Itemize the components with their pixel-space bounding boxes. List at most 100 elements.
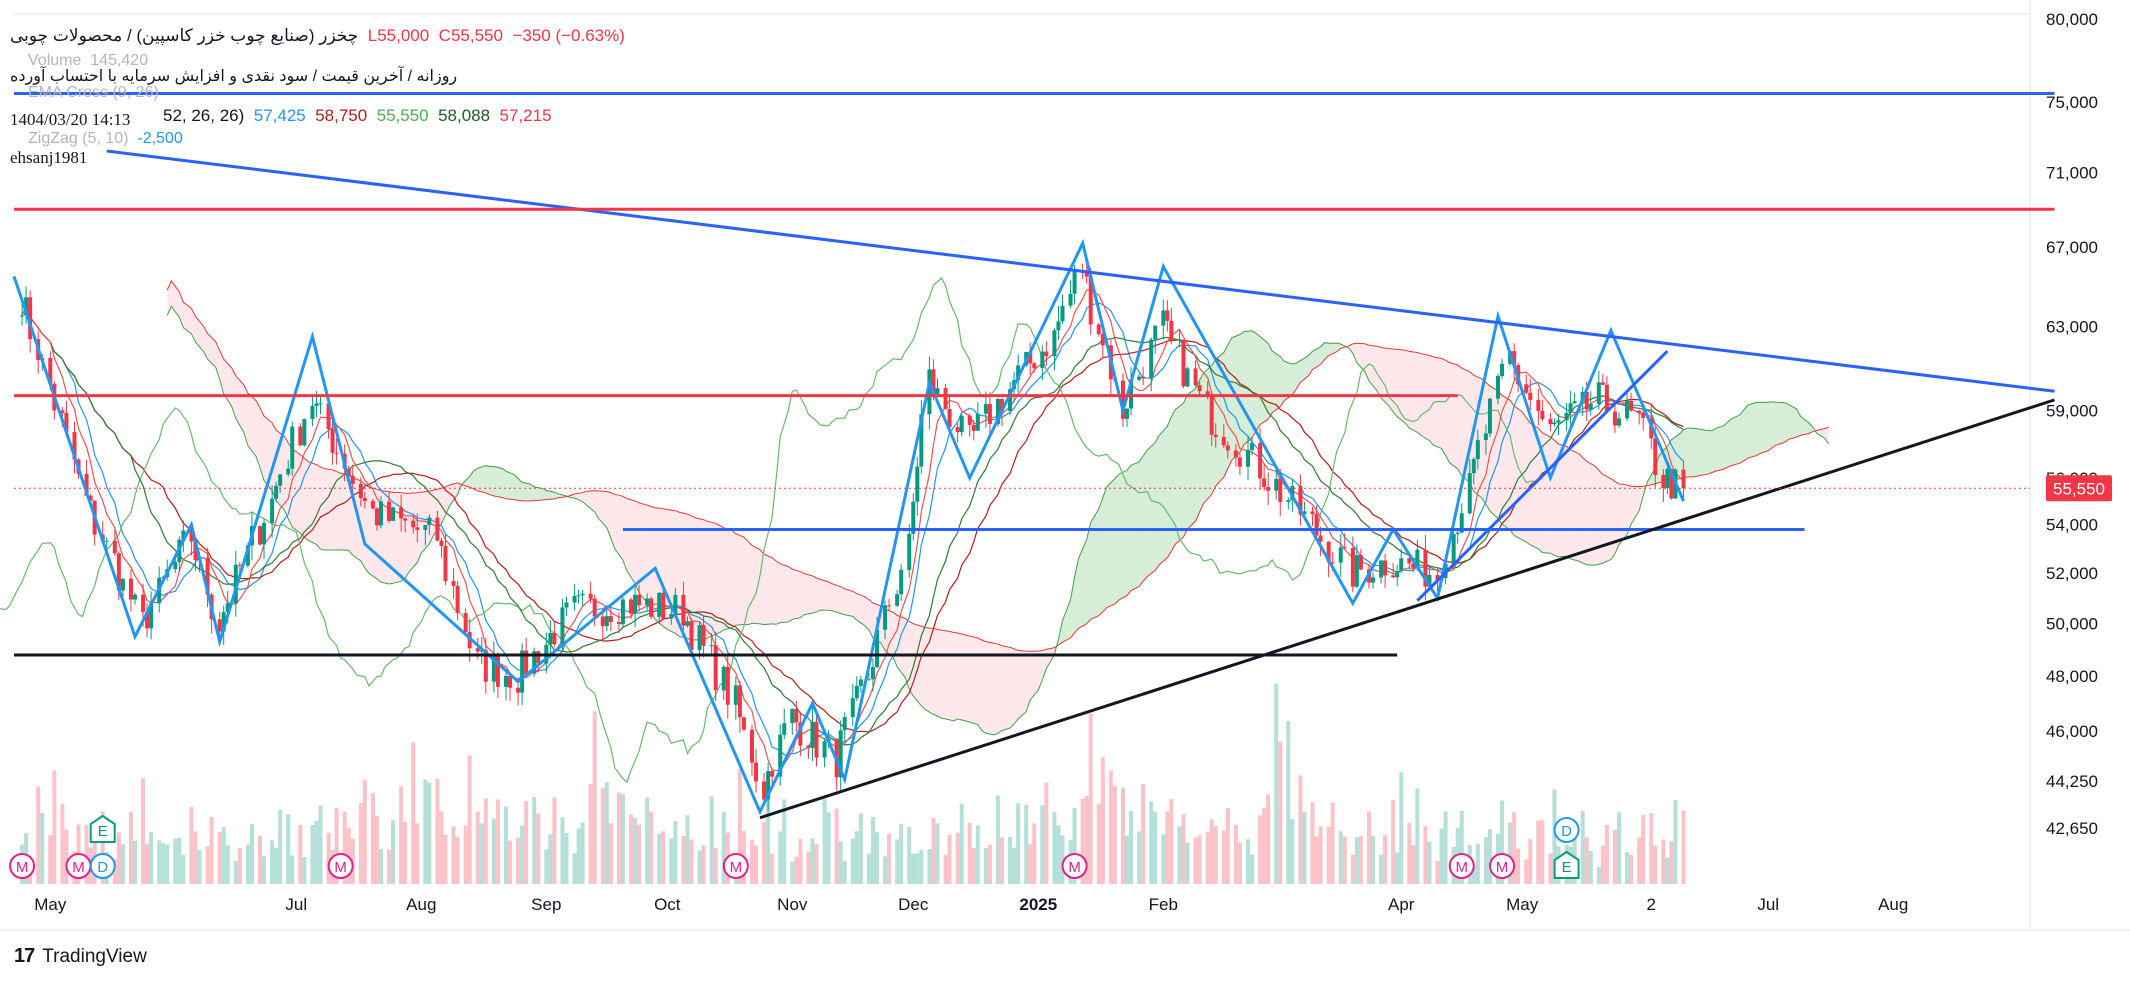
volume-bar: [1528, 839, 1533, 884]
volume-bar: [1016, 803, 1021, 884]
volume-bar: [822, 798, 827, 884]
cloud-segment: [1631, 486, 1640, 524]
cloud-segment: [816, 578, 821, 612]
cloud-segment: [1074, 558, 1079, 633]
candle-body: [1528, 392, 1533, 401]
legend-symbol-row[interactable]: چخزر (صنایع چوب خزر کاسپین) / محصولات چو…: [10, 26, 625, 46]
cloud-segment: [1187, 388, 1196, 530]
cloud-segment: [840, 586, 845, 615]
candle-body: [959, 415, 964, 433]
candle-body: [842, 717, 847, 731]
price-tick-label: 71,000: [2046, 164, 2098, 183]
cloud-segment: [695, 517, 704, 641]
cloud-segment: [1195, 380, 1200, 521]
candle-body: [870, 666, 875, 680]
candle-body: [552, 633, 557, 645]
volume-bar: [1008, 836, 1013, 884]
cloud-segment: [1614, 481, 1619, 554]
candle-body: [838, 730, 843, 778]
volume-bar: [1032, 823, 1037, 884]
volume-bar: [173, 838, 178, 884]
candle-body: [270, 498, 275, 523]
volume-bar: [84, 824, 89, 884]
time-tick-label: Dec: [898, 895, 929, 914]
candle-body: [88, 495, 93, 501]
cloud-segment: [332, 469, 337, 551]
cloud-segment: [622, 496, 627, 572]
volume-bar: [427, 782, 432, 884]
volume-bar: [1080, 798, 1085, 884]
volume-bar: [576, 828, 581, 884]
candle-body: [1000, 398, 1004, 411]
cloud-segment: [635, 501, 640, 594]
volume-bar: [794, 856, 799, 884]
volume-bar: [475, 811, 480, 884]
volume-bar: [270, 840, 275, 884]
volume-bar: [342, 811, 347, 884]
volume-bar: [1423, 826, 1428, 884]
candle-body: [1314, 514, 1319, 536]
legend-zigzag-row[interactable]: ZigZag (5, 10) -2,500: [28, 130, 183, 148]
legend-volume-value: 145,420: [90, 52, 149, 69]
volume-bar: [1338, 831, 1343, 884]
cloud-segment: [360, 480, 365, 568]
candle-body: [1625, 400, 1630, 419]
candle-body: [850, 698, 855, 718]
volume-bar: [435, 779, 440, 884]
candle-body: [310, 405, 315, 420]
cloud-segment: [1417, 352, 1422, 436]
cloud-segment: [485, 465, 490, 495]
cloud-segment: [1739, 409, 1745, 464]
volume-bar: [60, 803, 65, 884]
candle-body: [536, 651, 541, 664]
event-marker-letter: E: [1562, 859, 1572, 876]
span-a-line: [166, 305, 1830, 736]
volume-bar: [1125, 835, 1130, 884]
legend-symbol-title[interactable]: چخزر (صنایع چوب خزر کاسپین) / محصولات چو…: [10, 26, 359, 45]
footer-branding[interactable]: 17 TradingView: [14, 945, 147, 968]
cloud-segment: [1042, 649, 1047, 680]
volume-bar: [36, 786, 41, 884]
candle-body: [1661, 474, 1666, 489]
cloud-segment: [852, 591, 857, 621]
candle-body: [770, 771, 775, 777]
volume-bar: [116, 832, 121, 884]
cloud-segment: [764, 554, 773, 625]
volume-bar: [943, 854, 948, 884]
candle-body: [451, 581, 456, 586]
volume-bar: [983, 847, 988, 884]
candle-body: [237, 564, 242, 566]
cloud-segment: [828, 581, 833, 611]
candle-body: [1637, 410, 1642, 413]
candle-body: [374, 508, 379, 526]
price-tick-label: 52,000: [2046, 564, 2098, 583]
time-tick-label: 2025: [1019, 895, 1057, 914]
event-marker-letter: M: [72, 859, 85, 876]
cloud-segment: [953, 632, 958, 722]
volume-bar: [145, 844, 150, 884]
cloud-segment: [1699, 429, 1708, 476]
legend-volume-ghost: Volume 145,420: [28, 52, 148, 70]
volume-bar: [491, 818, 496, 884]
candle-body: [189, 530, 194, 542]
volume-bar: [1653, 845, 1658, 884]
volume-bar: [661, 831, 666, 884]
cloud-segment: [1578, 453, 1583, 563]
cloud-segment: [1542, 432, 1551, 554]
volume-bar: [181, 855, 186, 884]
candle-body: [1028, 352, 1033, 364]
cloud-segment: [1639, 486, 1644, 511]
candle-body: [794, 708, 799, 723]
candle-body: [1197, 385, 1202, 392]
cloud-segment: [804, 573, 813, 615]
volume-bar: [721, 811, 726, 884]
legend-ichimoku-row[interactable]: 52, 26, 26) 57,425 58,750 55,550 58,088 …: [163, 106, 552, 126]
candle-body: [762, 781, 767, 800]
volume-bar: [1669, 841, 1674, 884]
event-marker-letter: M: [16, 859, 29, 876]
candle-body: [971, 424, 976, 431]
volume-bar: [467, 755, 472, 884]
candle-body: [1072, 270, 1077, 294]
